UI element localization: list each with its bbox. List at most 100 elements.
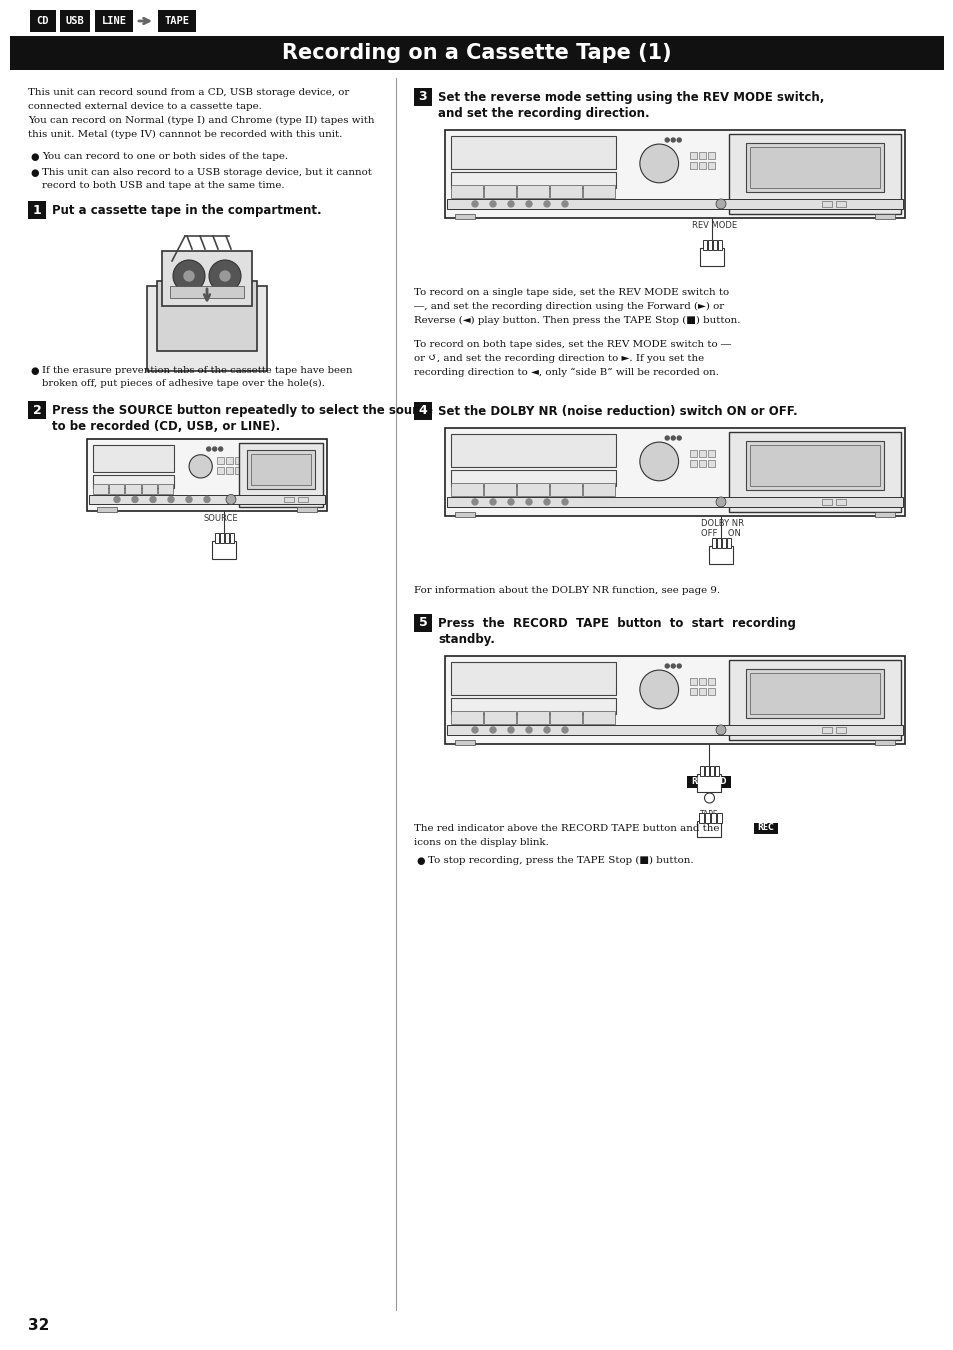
Bar — [451, 470, 615, 486]
Circle shape — [507, 726, 514, 733]
Bar — [444, 656, 904, 744]
Circle shape — [703, 792, 714, 803]
Circle shape — [490, 726, 496, 733]
Bar — [717, 240, 721, 250]
Text: 4: 4 — [418, 405, 427, 417]
Circle shape — [677, 436, 680, 440]
Bar — [444, 130, 904, 217]
Bar — [836, 201, 845, 207]
Text: 5: 5 — [418, 617, 427, 629]
Text: The red indicator above the RECORD TAPE button and the: The red indicator above the RECORD TAPE … — [414, 824, 719, 833]
Bar — [549, 482, 581, 495]
Bar — [711, 539, 716, 548]
Bar — [60, 9, 90, 32]
Bar — [234, 458, 241, 464]
Text: You can record on Normal (type Ι) and Chrome (type ΙΙ) tapes with: You can record on Normal (type Ι) and Ch… — [28, 116, 375, 126]
Circle shape — [716, 725, 725, 734]
Text: ●: ● — [30, 366, 38, 377]
Bar — [30, 9, 56, 32]
Text: Set the DOLBY NR (noise reduction) switch ON or OFF.: Set the DOLBY NR (noise reduction) switc… — [437, 405, 797, 418]
Circle shape — [472, 201, 477, 207]
Circle shape — [664, 436, 668, 440]
Bar — [225, 467, 233, 474]
Text: For information about the DOLBY NR function, see page 9.: For information about the DOLBY NR funct… — [414, 586, 720, 595]
Bar — [821, 201, 831, 207]
Circle shape — [168, 497, 173, 502]
Bar — [745, 670, 882, 718]
Bar — [483, 185, 516, 197]
Circle shape — [490, 201, 496, 207]
Circle shape — [472, 726, 477, 733]
Bar — [296, 508, 316, 512]
Bar — [753, 824, 778, 834]
Bar — [712, 240, 716, 250]
Bar — [147, 286, 267, 371]
Circle shape — [218, 447, 222, 451]
Bar — [483, 710, 516, 724]
Bar — [728, 432, 900, 512]
Text: icons on the display blink.: icons on the display blink. — [414, 838, 548, 846]
Circle shape — [204, 497, 210, 502]
Text: Recording on a Cassette Tape (1): Recording on a Cassette Tape (1) — [282, 43, 671, 63]
Bar — [711, 813, 716, 823]
Bar — [517, 710, 548, 724]
Bar — [726, 539, 730, 548]
Bar — [702, 240, 706, 250]
Bar — [92, 475, 174, 489]
Text: To record on a single tape side, set the REV MODE switch to: To record on a single tape side, set the… — [414, 288, 728, 297]
Bar — [297, 497, 308, 502]
Bar — [28, 201, 46, 219]
Circle shape — [150, 497, 156, 502]
Bar — [836, 726, 845, 733]
Bar — [247, 450, 314, 490]
Bar — [97, 508, 117, 512]
Circle shape — [490, 500, 496, 505]
Bar — [451, 710, 482, 724]
Circle shape — [677, 138, 680, 142]
Text: ●: ● — [416, 856, 424, 865]
Bar — [707, 240, 711, 250]
Circle shape — [639, 441, 678, 481]
Bar — [749, 147, 879, 188]
Bar — [451, 136, 615, 170]
Bar — [87, 439, 327, 512]
Bar — [549, 710, 581, 724]
Bar — [705, 765, 709, 776]
Bar — [698, 153, 705, 159]
Bar — [707, 153, 714, 159]
Bar — [745, 143, 882, 192]
Text: Put a cassette tape in the compartment.: Put a cassette tape in the compartment. — [52, 204, 321, 217]
Bar — [707, 688, 714, 695]
Bar — [717, 539, 720, 548]
Bar — [582, 710, 614, 724]
Text: To record on both tape sides, set the REV MODE switch to ―: To record on both tape sides, set the RE… — [414, 340, 730, 350]
Bar — [216, 467, 223, 474]
Bar — [749, 446, 879, 486]
Circle shape — [677, 664, 680, 668]
Bar — [874, 215, 894, 219]
Text: TAPE: TAPE — [164, 16, 190, 26]
Bar — [451, 173, 615, 188]
Text: broken off, put pieces of adhesive tape over the hole(s).: broken off, put pieces of adhesive tape … — [42, 379, 325, 389]
Bar — [92, 483, 108, 494]
Bar — [707, 460, 714, 467]
Text: You can record to one or both sides of the tape.: You can record to one or both sides of t… — [42, 153, 288, 161]
Bar — [219, 533, 224, 543]
Text: connected external device to a cassette tape.: connected external device to a cassette … — [28, 103, 262, 111]
Circle shape — [186, 497, 192, 502]
Text: recording direction to ◄, only “side B” will be recorded on.: recording direction to ◄, only “side B” … — [414, 369, 719, 378]
Circle shape — [716, 497, 725, 506]
Bar — [451, 698, 615, 714]
Circle shape — [525, 726, 532, 733]
Bar — [582, 482, 614, 495]
Circle shape — [213, 447, 216, 451]
Text: CD: CD — [37, 16, 50, 26]
Text: or ↺, and set the recording direction to ►. If you set the: or ↺, and set the recording direction to… — [414, 354, 703, 363]
Circle shape — [525, 500, 532, 505]
Circle shape — [172, 261, 205, 292]
Bar — [728, 134, 900, 215]
Bar — [444, 428, 904, 516]
Bar — [158, 9, 195, 32]
Bar — [157, 281, 256, 351]
Text: ―, and set the recording direction using the Forward (►) or: ―, and set the recording direction using… — [414, 302, 723, 311]
